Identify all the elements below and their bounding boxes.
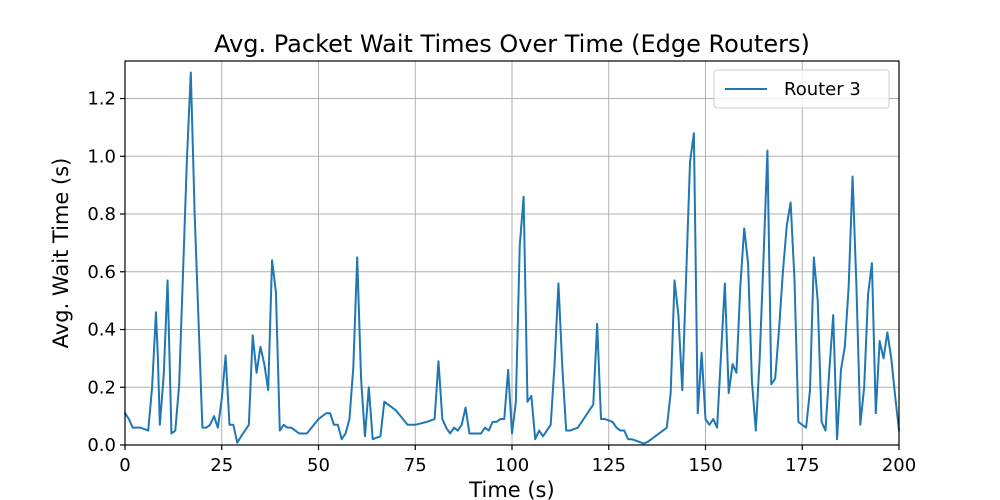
y-tick-label: 0.0: [87, 435, 116, 456]
series-line-router-3: [124, 71, 900, 445]
x-tick-label: 75: [404, 455, 427, 476]
series-layer: [124, 71, 900, 445]
axis-ticks: 0 25 50 75 100 125 150 175 200 0.0 0.2 0.4 0.6 0.8 1.0…: [87, 89, 916, 476]
x-tick-label: 100: [495, 455, 529, 476]
chart-title: Avg. Packet Wait Times Over Time (Edge R…: [214, 30, 810, 58]
y-tick-label: 0.4: [87, 320, 116, 341]
legend: Router 3: [713, 69, 890, 109]
x-tick-label: 50: [307, 455, 330, 476]
x-tick-label: 125: [592, 455, 626, 476]
y-tick-label: 1.2: [87, 89, 116, 110]
x-tick-label: 150: [688, 455, 722, 476]
x-tick-label: 0: [119, 455, 130, 476]
y-tick-label: 0.6: [87, 262, 116, 283]
x-tick-label: 200: [882, 455, 916, 476]
x-tick-label: 175: [785, 455, 819, 476]
legend-box: [713, 69, 890, 109]
x-tick-label: 25: [210, 455, 233, 476]
legend-label-router-3: Router 3: [784, 79, 861, 100]
y-tick-label: 1.0: [87, 146, 116, 167]
y-axis-label: Avg. Wait Time (s): [49, 158, 73, 349]
y-tick-label: 0.8: [87, 204, 116, 225]
y-tick-label: 0.2: [87, 377, 116, 398]
x-axis-label: Time (s): [468, 478, 554, 500]
